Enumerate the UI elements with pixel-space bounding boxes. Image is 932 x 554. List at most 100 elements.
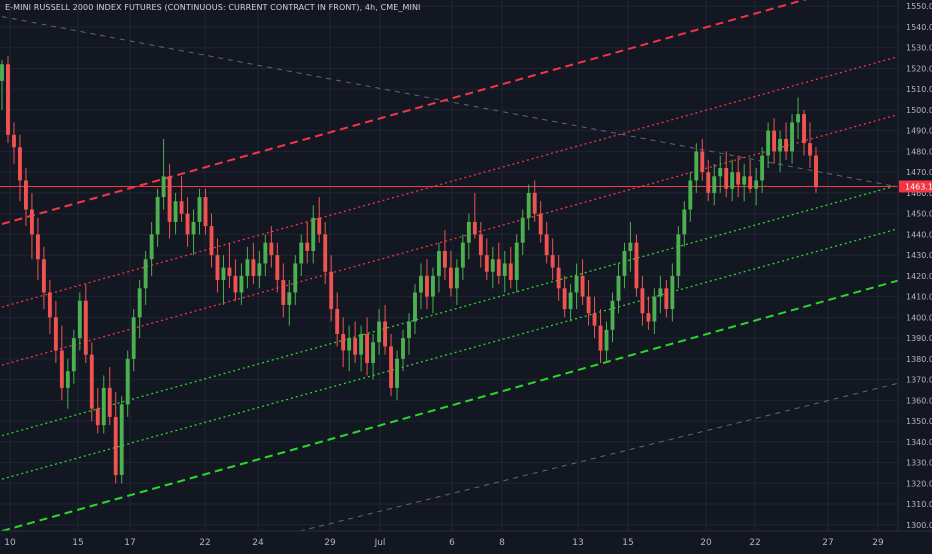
time-tick-label: 24 <box>252 538 264 548</box>
candle-body <box>269 242 274 256</box>
candle-body <box>77 300 82 339</box>
candle-body <box>574 275 579 293</box>
price-tick-label: 1530.0 <box>906 44 932 53</box>
candle-body <box>389 346 393 388</box>
price-tick-label: 1340.0 <box>906 438 932 447</box>
time-tick-label: 22 <box>749 538 760 548</box>
trendline-gray-ascending <box>241 374 930 547</box>
candle-body <box>401 338 405 359</box>
candle-body <box>65 371 70 388</box>
candle-body <box>628 242 633 251</box>
candle-body <box>604 329 609 351</box>
candle-body <box>736 172 741 185</box>
candle-body <box>125 358 130 405</box>
candle-body <box>538 213 543 235</box>
price-tick-label: 1350.0 <box>906 417 932 426</box>
candle-body <box>413 292 417 322</box>
candle-body <box>251 259 256 276</box>
price-tick-label: 1370.0 <box>906 376 932 385</box>
time-tick-label: 29 <box>872 538 884 548</box>
price-tick-label: 1360.0 <box>906 396 932 405</box>
price-tick-label: 1480.0 <box>906 147 932 156</box>
candle-body <box>299 242 304 264</box>
candle-body <box>263 242 268 264</box>
candle-body <box>496 259 501 276</box>
candle-body <box>239 275 244 293</box>
price-tick-label: 1550.0 <box>906 2 932 11</box>
candle-body <box>646 313 651 322</box>
candle-body <box>305 242 310 251</box>
candle-body <box>442 250 447 268</box>
candle-body <box>209 226 214 256</box>
candle-body <box>706 172 711 193</box>
price-tick-label: 1520.0 <box>906 64 932 73</box>
candle-body <box>227 267 232 276</box>
candle-body <box>808 143 812 156</box>
candle-body <box>634 242 639 289</box>
price-tick-label: 1450.0 <box>906 210 932 219</box>
candle-body <box>23 180 28 210</box>
candle-body <box>670 275 675 310</box>
candle-body <box>454 267 459 289</box>
candle-body <box>460 242 465 268</box>
candle-body <box>425 275 429 297</box>
candle-body <box>89 354 94 409</box>
candle-body <box>245 259 250 276</box>
candle-body <box>436 250 441 276</box>
candle-body <box>215 255 220 281</box>
candle-body <box>502 263 507 276</box>
candle-body <box>790 122 795 152</box>
candle-body <box>317 217 322 235</box>
candle-body <box>395 358 399 388</box>
candle-body <box>107 387 112 417</box>
candle-body <box>676 234 681 276</box>
candle-body <box>544 234 549 256</box>
candle-body <box>329 271 334 310</box>
candle-body <box>658 288 663 297</box>
chart-title: E-MINI RUSSELL 2000 INDEX FUTURES (CONTI… <box>5 3 421 12</box>
price-tick-label: 1400.0 <box>906 313 932 322</box>
candle-body <box>484 255 489 272</box>
candle-body <box>35 234 40 260</box>
time-tick-label: 29 <box>324 538 336 548</box>
candle-body <box>311 217 316 251</box>
price-tick-label: 1420.0 <box>906 272 932 281</box>
candle-body <box>712 176 717 193</box>
candle-body <box>161 176 166 198</box>
trendline-green-dashed-lower <box>1 270 930 532</box>
time-tick-label: 6 <box>449 538 455 548</box>
time-tick-label: 17 <box>124 538 135 548</box>
candle-body <box>12 134 16 148</box>
candle-body <box>119 404 124 475</box>
candle-body <box>700 151 705 173</box>
candle-body <box>562 288 567 310</box>
candle-body <box>293 263 298 293</box>
candle-body <box>694 151 699 181</box>
candle-body <box>41 259 46 293</box>
candle-body <box>365 333 370 363</box>
trendline-red-dashed-upper <box>1 0 808 225</box>
candle-body <box>688 180 693 210</box>
candle-body <box>221 267 226 281</box>
candle-body <box>101 387 106 426</box>
candle-body <box>478 234 483 256</box>
price-tick-label: 1440.0 <box>906 230 932 239</box>
candle-body <box>760 155 765 181</box>
candle-body <box>179 201 184 214</box>
time-tick-label: 27 <box>822 538 833 548</box>
candle-body <box>353 338 358 355</box>
candle-body <box>371 342 376 363</box>
candle-body <box>514 242 519 281</box>
price-tick-label: 1510.0 <box>906 85 932 94</box>
price-tick-label: 1320.0 <box>906 479 932 488</box>
candle-body <box>526 192 531 218</box>
candle-body <box>742 176 747 185</box>
candle-body <box>419 275 423 293</box>
price-tick-label: 1390.0 <box>906 334 932 343</box>
candle-body <box>568 292 573 310</box>
candle-body <box>598 325 603 351</box>
price-axis <box>898 0 932 550</box>
candle-body <box>640 288 645 314</box>
